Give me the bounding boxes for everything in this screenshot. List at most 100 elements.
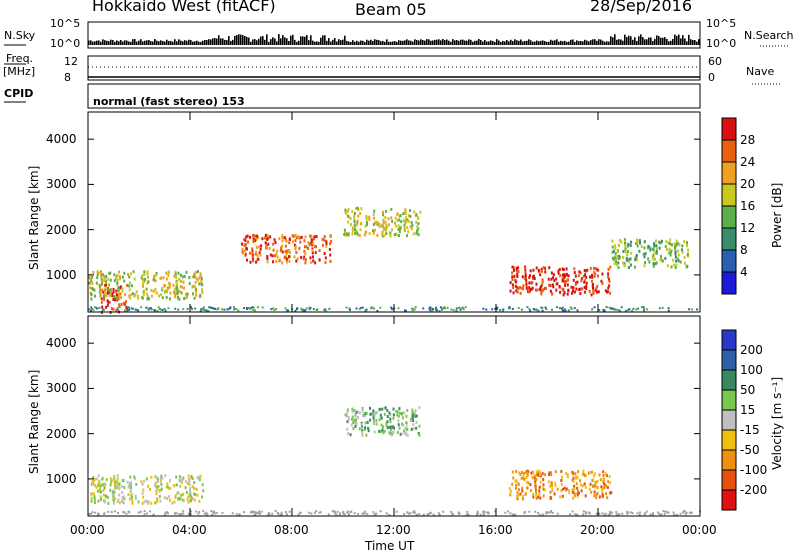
- ground-scatter-cell: [233, 306, 236, 309]
- ground-scatter-cell: [418, 513, 421, 516]
- ground-scatter-cell: [251, 306, 254, 309]
- ground-scatter-cell: [123, 511, 126, 514]
- scatter-cell: [397, 419, 400, 423]
- scatter-cell: [123, 279, 126, 283]
- ground-scatter-cell: [346, 511, 349, 514]
- scatter-cell: [169, 486, 172, 490]
- scatter-cell: [540, 269, 543, 273]
- scatter-cell: [561, 287, 564, 291]
- scatter-cell: [266, 236, 269, 240]
- noise-bar: [586, 40, 588, 45]
- y-tick-label: 4000: [46, 336, 77, 351]
- scatter-cell: [110, 307, 113, 311]
- scatter-cell: [146, 295, 149, 299]
- noise-bar: [124, 40, 126, 45]
- scatter-cell: [353, 216, 356, 220]
- scatter-cell: [386, 426, 389, 430]
- noise-bar: [192, 41, 194, 45]
- ground-scatter-cell: [644, 512, 647, 515]
- scatter-cell: [294, 245, 297, 249]
- scatter-cell: [180, 493, 183, 497]
- scatter-cell: [173, 290, 176, 294]
- ground-scatter-cell: [268, 513, 271, 516]
- scatter-cell: [524, 470, 527, 474]
- scatter-cell: [109, 278, 112, 282]
- scatter-cell: [397, 218, 400, 222]
- ground-scatter-cell: [88, 308, 91, 311]
- ground-scatter-cell: [570, 307, 573, 310]
- scatter-cell: [272, 260, 275, 264]
- noise-bar: [540, 40, 542, 45]
- ground-scatter-cell: [679, 512, 682, 515]
- scatter-cell: [665, 240, 668, 244]
- scatter-cell: [638, 239, 641, 243]
- noise-bar: [428, 39, 430, 45]
- scatter-cell: [511, 283, 514, 287]
- noise-bar: [362, 40, 364, 45]
- ground-scatter-cell: [199, 309, 202, 312]
- scatter-cell: [511, 470, 514, 474]
- scatter-cell: [675, 239, 678, 243]
- scatter-cell: [593, 474, 596, 478]
- scatter-cell: [381, 224, 384, 228]
- noise-bar: [352, 40, 354, 45]
- ground-scatter-cell: [696, 308, 699, 311]
- scatter-cell: [257, 257, 260, 261]
- scatter-cell: [601, 272, 604, 276]
- scatter-cell: [148, 297, 151, 301]
- noise-bar: [698, 39, 700, 45]
- scatter-cell: [167, 486, 170, 490]
- scatter-cell: [131, 496, 134, 500]
- scatter-cell: [325, 240, 328, 244]
- noise-bar: [198, 41, 200, 45]
- scatter-cell: [668, 242, 671, 246]
- scatter-cell: [255, 260, 258, 264]
- scatter-cell: [594, 267, 597, 271]
- scatter-cell: [596, 486, 599, 490]
- scatter-cell: [117, 289, 120, 293]
- scatter-cell: [550, 481, 553, 485]
- scatter-cell: [168, 285, 171, 289]
- scatter-cell: [356, 206, 359, 210]
- ground-scatter-cell: [627, 309, 630, 312]
- scatter-cell: [553, 492, 556, 496]
- scatter-cell: [623, 263, 626, 267]
- ground-scatter-cell: [547, 511, 550, 514]
- ground-scatter-cell: [211, 513, 214, 516]
- scatter-cell: [186, 295, 189, 299]
- scatter-cell: [588, 471, 591, 475]
- scatter-cell: [531, 470, 534, 474]
- scatter-cell: [141, 491, 144, 495]
- scatter-cell: [161, 286, 164, 290]
- ground-scatter-cell: [189, 510, 192, 513]
- scatter-cell: [123, 497, 126, 501]
- ground-scatter-cell: [126, 306, 129, 309]
- scatter-cell: [281, 236, 284, 240]
- ground-scatter-cell: [94, 511, 97, 514]
- scatter-cell: [108, 300, 111, 304]
- noise-bar: [582, 41, 584, 45]
- scatter-cell: [384, 226, 387, 230]
- scatter-cell: [329, 253, 332, 257]
- scatter-cell: [179, 285, 182, 289]
- noise-bar: [498, 40, 500, 45]
- scatter-cell: [669, 250, 672, 254]
- ground-scatter-cell: [564, 309, 567, 312]
- scatter-cell: [117, 484, 120, 488]
- scatter-cell: [594, 481, 597, 485]
- ground-scatter-cell: [555, 306, 558, 309]
- scatter-cell: [141, 282, 144, 286]
- scatter-cell: [554, 481, 557, 485]
- scatter-cell: [311, 243, 314, 247]
- scatter-cell: [626, 250, 629, 254]
- scatter-cell: [109, 288, 112, 292]
- scatter-cell: [675, 259, 678, 263]
- noise-bar: [330, 41, 332, 45]
- scatter-cell: [268, 246, 271, 250]
- noise-bar: [606, 41, 608, 45]
- noise-bar: [476, 40, 478, 45]
- scatter-cell: [113, 490, 116, 494]
- ground-scatter-cell: [310, 512, 313, 515]
- scatter-cell: [160, 293, 163, 297]
- noise-bar: [212, 38, 214, 45]
